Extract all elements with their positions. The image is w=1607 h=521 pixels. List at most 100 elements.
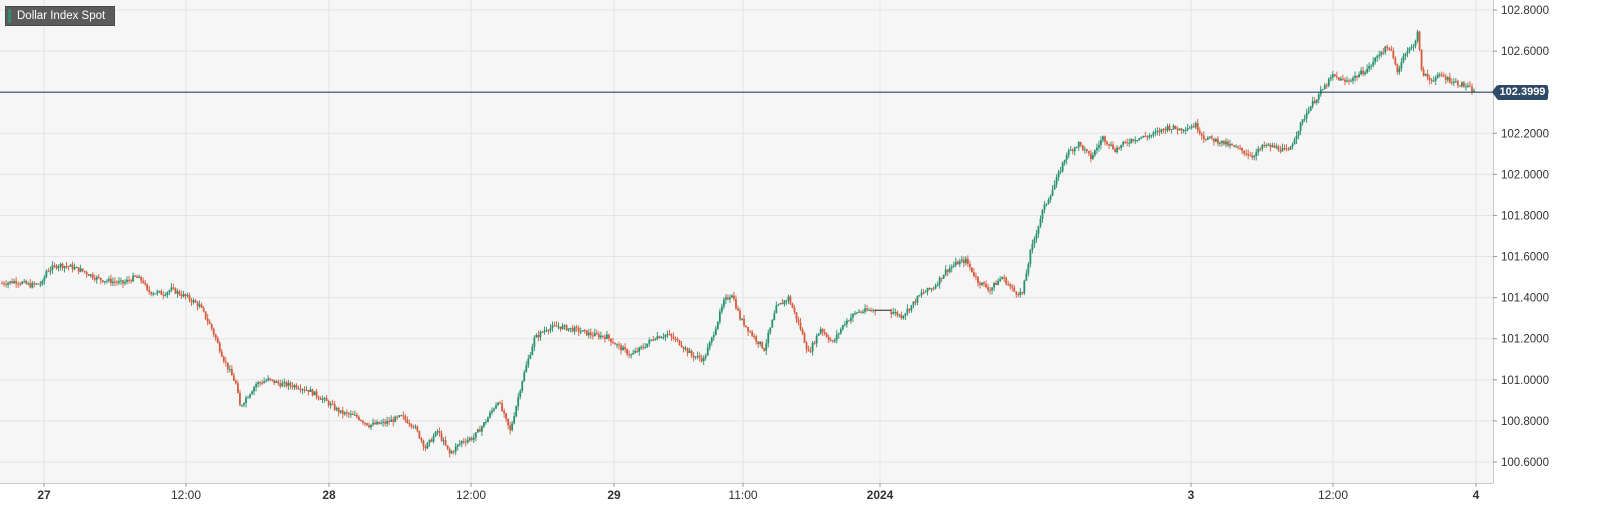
candle-body (1043, 204, 1046, 210)
candle-body (182, 294, 185, 297)
candle-body (1287, 149, 1290, 151)
candle-body (638, 347, 641, 352)
candle-body (442, 440, 445, 442)
candle-body (1047, 199, 1050, 204)
candle-body (769, 327, 772, 333)
candle-body (1164, 128, 1167, 131)
candle-body (170, 287, 173, 291)
candle-body (1071, 149, 1074, 152)
candle-body (634, 351, 637, 353)
candle-body (727, 297, 729, 300)
candle-body (735, 299, 737, 309)
candle-body (271, 379, 274, 381)
candle-body (35, 283, 38, 285)
candle-body (601, 335, 604, 337)
candle-body (414, 426, 417, 428)
candle-body (200, 304, 203, 308)
candle-body (378, 421, 380, 424)
candle-body (499, 402, 501, 404)
candle-body (575, 327, 578, 329)
candle-body (1180, 128, 1183, 131)
candle-body (400, 415, 403, 417)
candle-body (1094, 150, 1096, 156)
candle-body (791, 303, 794, 308)
candle-body (1160, 128, 1163, 133)
candle-body (462, 441, 465, 443)
candle-body (559, 326, 562, 329)
candle-body (938, 277, 941, 285)
candle-body (817, 333, 820, 336)
candle-body (440, 433, 443, 441)
candle-body (360, 419, 362, 421)
candle-body (420, 438, 423, 441)
candle-body (289, 382, 292, 386)
candle-body (1156, 130, 1159, 132)
candle-body (864, 308, 866, 312)
candle-body (1108, 143, 1110, 146)
candle-body (1146, 136, 1149, 138)
candle-body (541, 331, 544, 333)
candle-body (156, 291, 159, 294)
candle-body (682, 347, 685, 349)
candle-body (1267, 144, 1270, 146)
candle-body (210, 324, 213, 329)
candle-body (376, 421, 378, 425)
candle-body (995, 283, 998, 286)
candle-body (1229, 144, 1231, 146)
x-tick-label: 11:00 (728, 488, 757, 502)
candle-body (1283, 148, 1286, 150)
candle-body (704, 355, 707, 358)
candle-body (11, 281, 13, 284)
candle-body (997, 281, 1000, 286)
x-tick-label: 12:00 (171, 488, 201, 502)
candle-body (1325, 85, 1328, 87)
candle-body (767, 332, 770, 344)
candle-body (1279, 150, 1282, 152)
y-tick-label: 102.6000 (1501, 46, 1549, 58)
candle-body (355, 414, 358, 417)
candle-body (120, 280, 122, 282)
candle-body (483, 422, 485, 427)
candle-body (1454, 81, 1457, 83)
candle-body (628, 354, 631, 356)
candle-body (404, 416, 407, 420)
candle-body (513, 416, 516, 424)
candle-body (1077, 142, 1080, 147)
candle-body (783, 300, 786, 305)
legend-label: Dollar Index Spot (17, 10, 106, 22)
y-tick-label: 101.6000 (1501, 252, 1549, 264)
x-tick-label: 27 (37, 488, 51, 502)
candle-body (1295, 135, 1298, 140)
candle-body (753, 335, 756, 337)
candle-body (692, 355, 695, 358)
candle-body (67, 266, 70, 268)
candle-body (468, 438, 471, 440)
candle-body (31, 282, 34, 288)
candle-body (162, 294, 165, 296)
candle-body (1249, 155, 1252, 157)
candle-body (65, 266, 68, 268)
candle-body (819, 329, 822, 334)
candle-body (59, 263, 62, 267)
candle-body (1174, 125, 1177, 129)
candle-body (406, 419, 409, 423)
candle-body (85, 272, 88, 275)
candle-body (960, 259, 963, 262)
candle-body (39, 284, 42, 286)
candle-body (545, 330, 548, 332)
candle-body (511, 423, 514, 431)
candle-body (1450, 82, 1453, 84)
legend[interactable]: Dollar Index Spot (5, 6, 115, 26)
candle-body (1231, 144, 1233, 146)
candle-body (281, 383, 284, 387)
candle-body (614, 343, 616, 345)
candle-body (1241, 148, 1244, 151)
candle-body (1176, 128, 1179, 131)
candle-body (501, 403, 503, 411)
candle-body (372, 422, 374, 425)
candle-body (208, 321, 211, 325)
candle-body (1017, 294, 1020, 296)
candle-body (325, 398, 328, 402)
candle-body (646, 343, 649, 348)
candle-body (174, 288, 177, 294)
